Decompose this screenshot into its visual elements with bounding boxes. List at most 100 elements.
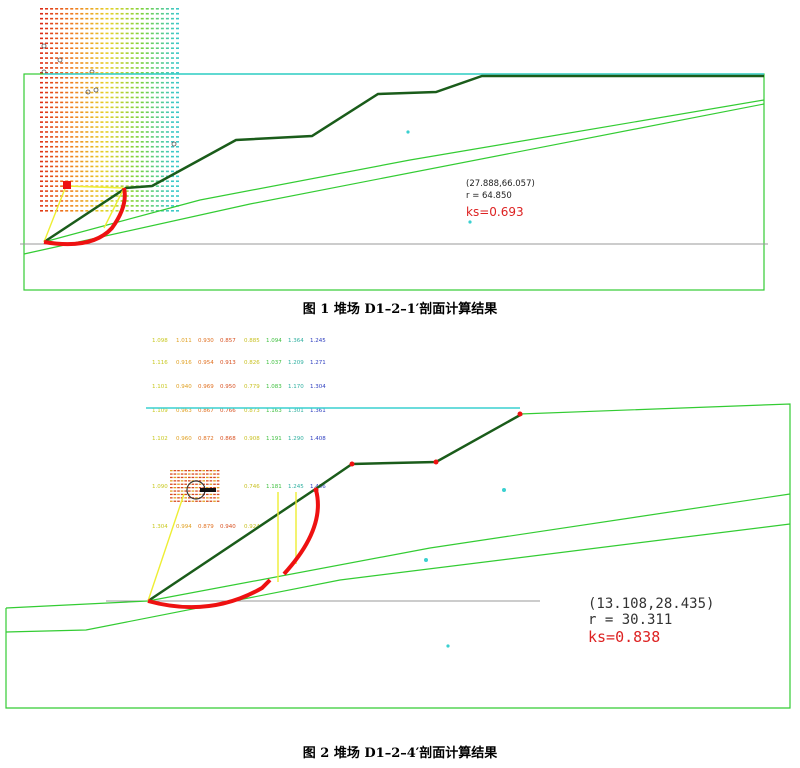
search-point xyxy=(40,91,43,94)
search-point xyxy=(173,490,177,492)
search-point xyxy=(100,47,104,50)
search-point xyxy=(55,136,59,138)
search-point xyxy=(150,145,154,148)
search-point xyxy=(115,136,119,138)
search-point xyxy=(40,195,43,197)
figure-1-canvas: (27.888,66.057) r = 64.850 ks=0.693 xyxy=(20,8,768,291)
search-point xyxy=(80,52,84,54)
search-point xyxy=(130,185,134,187)
search-point xyxy=(40,200,43,202)
search-point xyxy=(45,72,49,74)
search-point xyxy=(184,483,187,485)
search-point xyxy=(100,57,104,59)
search-point xyxy=(180,476,184,479)
search-point xyxy=(40,155,43,158)
search-point xyxy=(216,476,220,479)
search-point xyxy=(176,96,179,99)
search-point xyxy=(45,136,49,138)
search-point xyxy=(65,42,69,45)
search-point xyxy=(130,81,134,84)
search-point xyxy=(40,32,43,35)
search-point xyxy=(173,500,177,502)
search-point xyxy=(60,160,64,163)
search-point xyxy=(50,72,54,74)
search-point xyxy=(195,493,198,496)
search-point xyxy=(50,91,54,94)
search-point xyxy=(45,32,49,35)
search-point xyxy=(177,497,180,499)
search-point xyxy=(170,500,173,502)
search-point xyxy=(170,116,174,118)
search-point xyxy=(202,470,205,472)
search-point xyxy=(55,76,59,79)
water-point xyxy=(406,130,410,134)
search-point xyxy=(100,96,104,99)
search-point xyxy=(95,67,99,69)
search-point xyxy=(176,37,179,40)
search-point xyxy=(165,72,169,74)
search-point xyxy=(45,116,49,118)
search-marker xyxy=(171,141,177,147)
search-point xyxy=(120,101,124,104)
search-point xyxy=(130,195,134,197)
slope-surface xyxy=(147,412,523,603)
search-point xyxy=(130,12,134,15)
search-point xyxy=(145,37,149,40)
search-point xyxy=(176,190,179,192)
search-point xyxy=(170,121,174,123)
search-point xyxy=(170,47,174,50)
search-point xyxy=(120,131,124,133)
search-point xyxy=(110,180,114,183)
search-point xyxy=(176,185,179,187)
search-point xyxy=(130,101,134,104)
search-point xyxy=(60,96,64,99)
search-point xyxy=(177,470,180,472)
search-point xyxy=(170,180,174,183)
search-point xyxy=(50,165,54,168)
search-point xyxy=(140,136,144,138)
search-point xyxy=(120,106,124,109)
search-point xyxy=(160,101,164,104)
search-point xyxy=(125,47,129,50)
search-point xyxy=(150,47,154,50)
search-point xyxy=(100,17,104,20)
search-point xyxy=(90,86,94,89)
search-point xyxy=(198,476,202,479)
search-point xyxy=(65,37,69,40)
search-point xyxy=(80,126,84,128)
search-point xyxy=(160,126,164,128)
search-point xyxy=(55,101,59,104)
search-point xyxy=(150,42,154,45)
search-point xyxy=(206,487,209,489)
grid-safety-value: 1.271 xyxy=(310,360,326,366)
search-point xyxy=(125,72,129,74)
search-point xyxy=(173,497,177,499)
search-point xyxy=(60,126,64,128)
search-point xyxy=(145,190,149,192)
search-point xyxy=(202,480,205,482)
stratum-boundary-lower xyxy=(23,103,765,255)
search-point xyxy=(80,141,84,143)
search-point xyxy=(145,17,149,20)
search-point xyxy=(105,12,109,15)
search-point xyxy=(135,32,139,35)
search-point xyxy=(150,150,154,153)
search-point xyxy=(75,22,79,25)
search-point xyxy=(110,17,114,20)
search-point xyxy=(110,32,114,35)
search-point xyxy=(45,121,49,123)
search-point xyxy=(145,165,149,168)
search-point xyxy=(135,195,139,197)
search-point xyxy=(60,150,64,153)
search-point xyxy=(40,180,43,183)
search-point xyxy=(75,190,79,192)
search-point xyxy=(120,42,124,45)
search-point xyxy=(65,195,69,197)
search-point xyxy=(165,126,169,128)
search-point xyxy=(170,96,174,99)
search-point xyxy=(206,470,209,472)
construction-line xyxy=(147,493,185,602)
search-point xyxy=(45,27,49,30)
search-point xyxy=(130,145,134,148)
search-point xyxy=(110,22,114,25)
